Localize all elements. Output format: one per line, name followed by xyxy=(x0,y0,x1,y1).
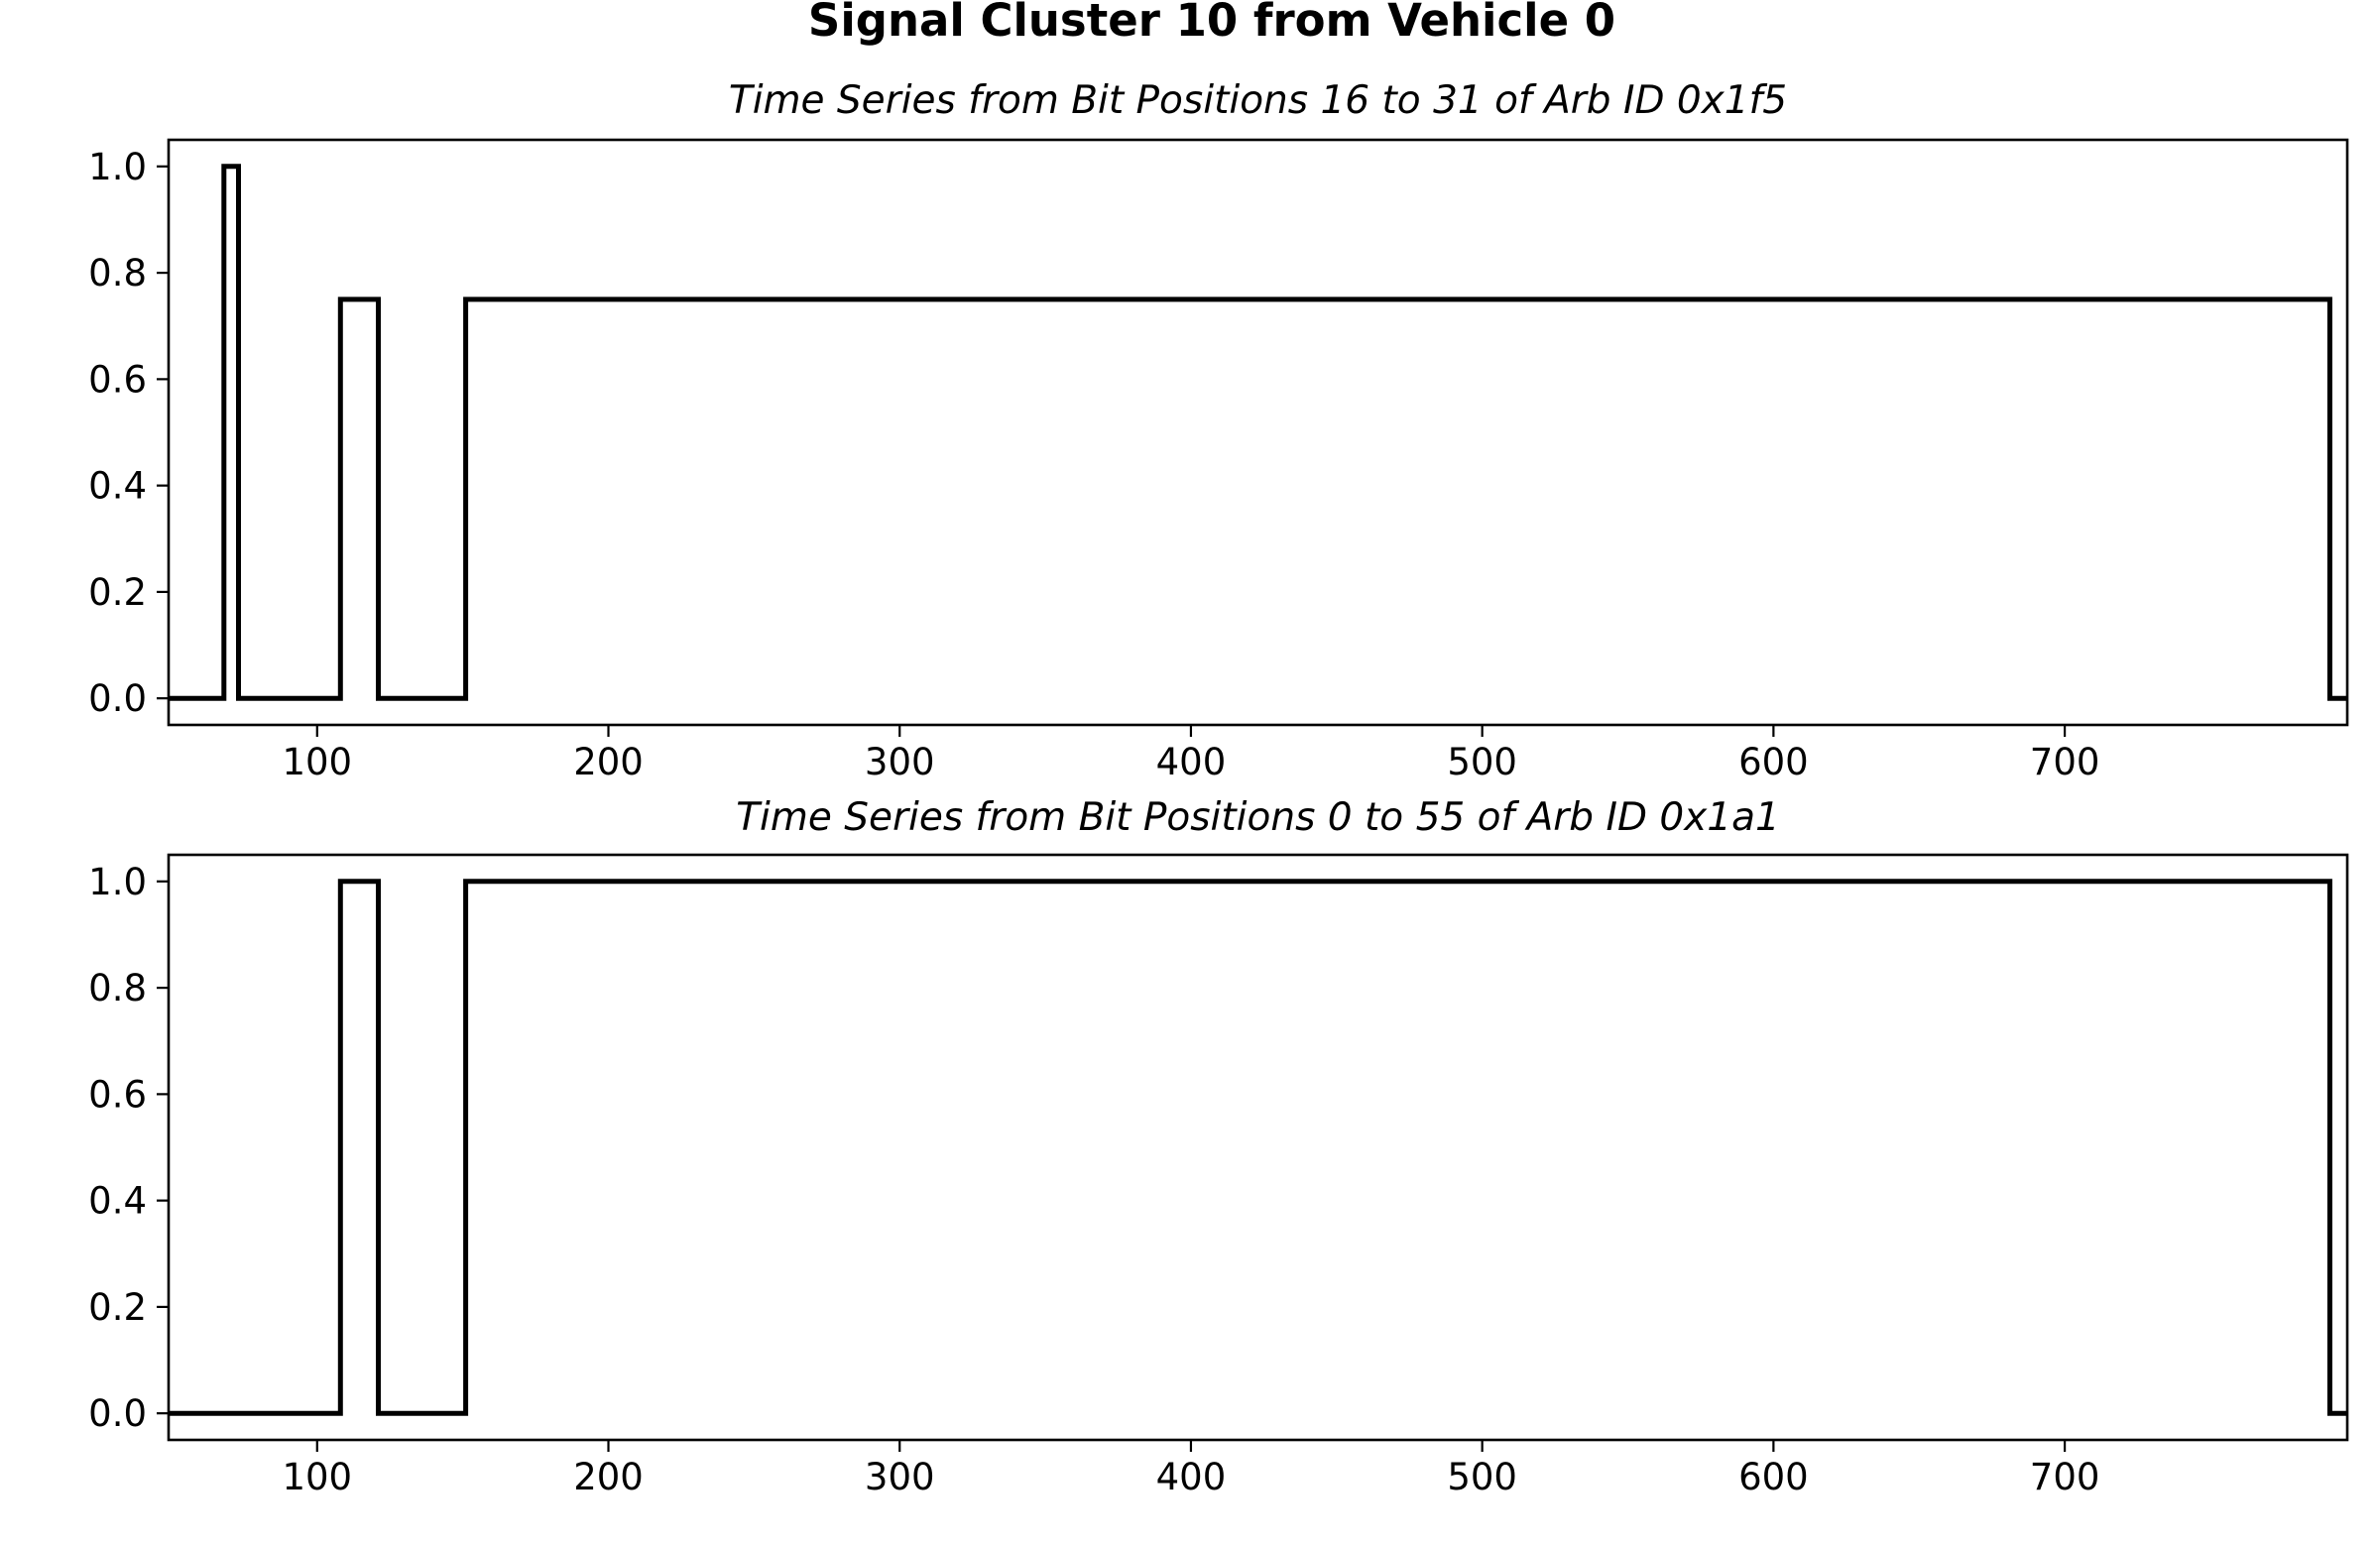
x-tick-label: 400 xyxy=(1156,1456,1227,1498)
x-tick-label: 400 xyxy=(1156,741,1227,783)
y-tick-label: 0.8 xyxy=(88,967,147,1010)
y-tick-label: 0.4 xyxy=(88,465,147,508)
axes-frame xyxy=(167,138,2349,727)
x-tick-label: 300 xyxy=(865,1456,935,1498)
x-tick-label: 500 xyxy=(1447,1456,1517,1498)
subplot-bottom: Time Series from Bit Positions 0 to 55 o… xyxy=(88,795,2349,1498)
y-tick-label: 0.0 xyxy=(88,677,147,720)
y-tick-label: 0.2 xyxy=(88,571,147,614)
x-tick-label: 600 xyxy=(1738,741,1809,783)
x-tick-label: 600 xyxy=(1738,1456,1809,1498)
axes-frame xyxy=(167,853,2349,1442)
series-line xyxy=(169,879,2347,1416)
chart-title: Signal Cluster 10 from Vehicle 0 xyxy=(808,0,1615,47)
x-tick-label: 700 xyxy=(2030,1456,2100,1498)
subplot-title: Time Series from Bit Positions 0 to 55 o… xyxy=(736,795,1780,840)
series-line xyxy=(169,164,2347,701)
y-tick-label: 1.0 xyxy=(88,146,147,188)
subplot-title: Time Series from Bit Positions 16 to 31 … xyxy=(729,78,1787,123)
x-tick-label: 200 xyxy=(573,741,644,783)
x-tick-label: 700 xyxy=(2030,741,2100,783)
subplot-top: Time Series from Bit Positions 16 to 31 … xyxy=(88,78,2349,783)
y-tick-label: 0.6 xyxy=(88,1073,147,1116)
y-tick-label: 0.0 xyxy=(88,1392,147,1435)
y-tick-label: 1.0 xyxy=(88,861,147,903)
x-tick-label: 100 xyxy=(282,741,352,783)
x-tick-label: 200 xyxy=(573,1456,644,1498)
y-tick-label: 0.8 xyxy=(88,252,147,295)
x-tick-label: 500 xyxy=(1447,741,1517,783)
y-tick-label: 0.2 xyxy=(88,1286,147,1329)
y-tick-label: 0.4 xyxy=(88,1180,147,1223)
x-tick-label: 100 xyxy=(282,1456,352,1498)
x-tick-label: 300 xyxy=(865,741,935,783)
y-tick-label: 0.6 xyxy=(88,358,147,401)
